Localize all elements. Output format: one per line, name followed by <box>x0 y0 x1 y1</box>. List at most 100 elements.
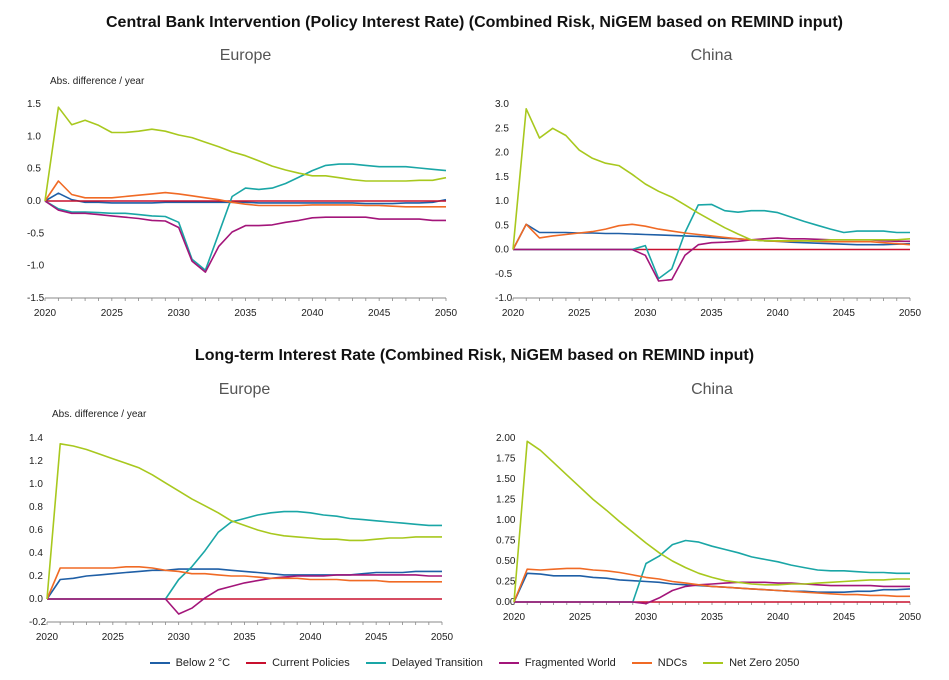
legend-item: Below 2 °C <box>149 657 231 669</box>
series-line-fragmented-world <box>514 581 910 605</box>
x-tick-label: 2040 <box>767 612 790 623</box>
x-tick-label: 2035 <box>233 632 256 643</box>
legend-label: NDCs <box>657 657 688 669</box>
series-line-below-2-c <box>44 192 447 205</box>
x-tick-label: 2040 <box>299 632 322 643</box>
legend-item: Delayed Transition <box>365 657 483 669</box>
y-tick-label: 1.5 <box>27 99 41 110</box>
series-line-net-zero-2050 <box>44 106 447 202</box>
y-tick-label: 0.25 <box>496 577 516 588</box>
chart-panel-2: China 3.0 2.5 2.0 1.5 1.0 0.5 0.0 -0.5 -1.0 2020 20… <box>495 47 922 319</box>
y-tick-label: 0.8 <box>29 502 43 513</box>
y-tick-label: 1.00 <box>496 515 516 526</box>
x-tick-label: 2020 <box>36 632 59 643</box>
legend-item: NDCs <box>631 657 688 669</box>
chart-panel-4: China 2.00 1.75 1.50 1.25 1.00 0.75 0.50 0.25 0.0… <box>496 381 922 623</box>
y-tick-label: 1.2 <box>29 456 43 467</box>
y-tick-label: 2.5 <box>495 123 509 134</box>
legend-item: Current Policies <box>246 657 350 669</box>
y-tick-label: 1.0 <box>495 196 509 207</box>
series-line-ndcs <box>513 567 910 603</box>
series-line-delayed-transition <box>44 163 447 272</box>
x-tick-label: 2035 <box>701 612 724 623</box>
panel-title: China <box>691 381 733 398</box>
chart-panel-3: Europe Abs. difference / year 1.4 1.2 1.0 0.8… <box>29 381 454 643</box>
x-tick-label: 2050 <box>435 308 458 319</box>
y-tick-label: -0.5 <box>27 228 45 239</box>
y-tick-label: 0.0 <box>27 196 41 207</box>
y-tick-label: -0.5 <box>495 269 513 280</box>
panel-title: Europe <box>219 381 271 398</box>
x-tick-label: 2040 <box>767 308 790 319</box>
panel-title: Europe <box>220 47 272 64</box>
x-tick-label: 2045 <box>833 612 856 623</box>
legend-swatch <box>703 662 724 664</box>
legend-label: Net Zero 2050 <box>729 657 800 669</box>
y-tick-label: 1.5 <box>495 172 509 183</box>
series-line-fragmented-world <box>47 574 442 615</box>
series-line-net-zero-2050 <box>46 442 442 600</box>
series-line-ndcs <box>46 565 442 600</box>
legend-item: Net Zero 2050 <box>703 657 799 669</box>
legend-label: Current Policies <box>272 657 350 669</box>
y-tick-label: 0.0 <box>29 594 43 605</box>
y-tick-label: 1.50 <box>496 474 516 485</box>
y-tick-label: 1.0 <box>27 131 41 142</box>
x-tick-label: 2050 <box>431 632 454 643</box>
legend-swatch <box>246 662 267 664</box>
x-tick-label: 2025 <box>101 308 124 319</box>
y-tick-label: 1.75 <box>496 454 516 465</box>
y-tick-label: 1.25 <box>496 495 516 506</box>
series-line-net-zero-2050 <box>512 108 911 250</box>
y-tick-label: 0.00 <box>496 597 516 608</box>
series-line-below-2-c <box>512 223 911 250</box>
y-tick-label: 0.5 <box>27 164 41 175</box>
series-line-below-2-c <box>46 568 442 600</box>
x-tick-label: 2050 <box>899 612 922 623</box>
y-tick-label: 1.4 <box>29 433 43 444</box>
section-title-policy-rate: Central Bank Intervention (Policy Intere… <box>106 14 843 31</box>
x-tick-label: 2030 <box>635 612 658 623</box>
x-tick-label: 2035 <box>234 308 257 319</box>
y-tick-label: -1.5 <box>27 293 45 304</box>
y-tick-label: -0.2 <box>29 617 47 628</box>
section-title-long-term-rate: Long-term Interest Rate (Combined Risk, … <box>194 347 755 364</box>
x-tick-label: 2030 <box>168 308 191 319</box>
x-tick-label: 2025 <box>568 308 591 319</box>
y-tick-label: 0.75 <box>496 536 516 547</box>
x-tick-label: 2045 <box>833 308 856 319</box>
x-tick-label: 2045 <box>368 308 391 319</box>
y-tick-label: 2.00 <box>496 433 516 444</box>
legend-label: Fragmented World <box>524 657 616 669</box>
y-tick-label: 0.0 <box>495 245 509 256</box>
series-line-ndcs <box>512 223 911 250</box>
x-tick-label: 2035 <box>700 308 723 319</box>
y-tick-label: 0.50 <box>496 556 516 567</box>
legend-label: Below 2 °C <box>175 657 231 669</box>
y-tick-label: 0.4 <box>29 548 43 559</box>
y-tick-label: -1.0 <box>495 293 513 304</box>
x-tick-label: 2030 <box>168 632 191 643</box>
legend-swatch <box>631 662 652 664</box>
legend-swatch <box>498 662 519 664</box>
y-tick-label: 0.5 <box>495 220 509 231</box>
series-line-fragmented-world <box>44 200 446 273</box>
x-tick-label: 2025 <box>569 612 592 623</box>
chart-panel-1: Europe Abs. difference / year 1.5 1.0 0.5 0.0… <box>27 47 458 319</box>
legend: Below 2 °C Current Policies Delayed Transi… <box>0 654 949 672</box>
legend-label: Delayed Transition <box>391 657 483 669</box>
series-line-delayed-transition <box>514 539 910 603</box>
legend-swatch <box>365 662 386 664</box>
y-tick-label: 0.2 <box>29 571 43 582</box>
y-axis-label: Abs. difference / year <box>52 409 147 420</box>
y-axis-label: Abs. difference / year <box>50 76 145 87</box>
x-tick-label: 2040 <box>301 308 324 319</box>
x-tick-label: 2020 <box>34 308 57 319</box>
series-line-ndcs <box>44 180 446 208</box>
x-tick-label: 2025 <box>102 632 125 643</box>
y-tick-label: 0.6 <box>29 525 43 536</box>
series-line-net-zero-2050 <box>513 440 910 603</box>
legend-swatch <box>149 662 170 664</box>
x-tick-label: 2045 <box>365 632 388 643</box>
